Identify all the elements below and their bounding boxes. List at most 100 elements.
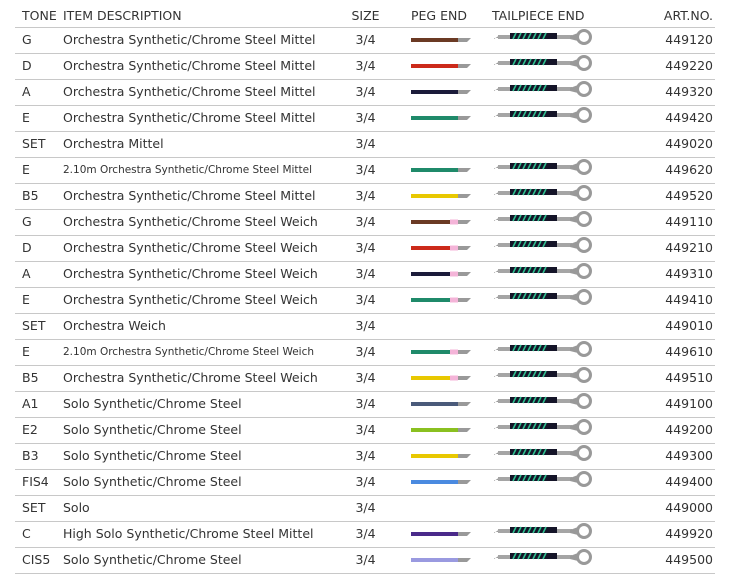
table-row: SET Solo 3/4 449000	[15, 495, 715, 522]
peg-end-icon	[411, 296, 473, 304]
peg-end-icon	[411, 270, 473, 278]
art-no: 449120	[665, 32, 713, 47]
table-row: E 2.10m Orchestra Synthetic/Chrome Steel…	[15, 157, 715, 184]
tone: C	[22, 526, 31, 541]
tailpiece-end-icon	[492, 367, 596, 389]
tone: A	[22, 84, 31, 99]
header-tone: TONE	[22, 8, 57, 23]
size: 3/4	[355, 344, 376, 359]
table-row: FIS4 Solo Synthetic/Chrome Steel 3/4 449…	[15, 469, 715, 496]
art-no: 449410	[665, 292, 713, 307]
table-row: B5 Orchestra Synthetic/Chrome Steel Weic…	[15, 365, 715, 392]
header-tailpiece-end: TAILPIECE END	[492, 8, 585, 23]
size: 3/4	[355, 240, 376, 255]
peg-end-icon	[411, 478, 473, 486]
size: 3/4	[355, 526, 376, 541]
table-row: SET Orchestra Mittel 3/4 449020	[15, 131, 715, 158]
table-row: SET Orchestra Weich 3/4 449010	[15, 313, 715, 340]
tailpiece-end-icon	[492, 159, 596, 181]
size: 3/4	[355, 214, 376, 229]
tone: G	[22, 214, 32, 229]
tone: E2	[22, 422, 38, 437]
art-no: 449500	[665, 552, 713, 567]
description: 2.10m Orchestra Synthetic/Chrome Steel W…	[63, 346, 315, 358]
tailpiece-end-icon	[492, 29, 596, 51]
size: 3/4	[355, 396, 376, 411]
art-no: 449000	[665, 500, 713, 515]
tailpiece-end-icon	[492, 471, 596, 493]
description: Orchestra Synthetic/Chrome Steel Mittel	[63, 32, 316, 47]
tone: G	[22, 32, 32, 47]
description: Orchestra Synthetic/Chrome Steel Weich	[63, 292, 318, 307]
description: Orchestra Synthetic/Chrome Steel Weich	[63, 214, 318, 229]
tone: A	[22, 266, 31, 281]
tone: FIS4	[22, 474, 49, 489]
peg-end-icon	[411, 62, 473, 70]
tone: SET	[22, 500, 46, 515]
art-no: 449310	[665, 266, 713, 281]
tailpiece-end-icon	[492, 211, 596, 233]
description: Orchestra Synthetic/Chrome Steel Mittel	[63, 110, 316, 125]
tone: CIS5	[22, 552, 51, 567]
size: 3/4	[355, 292, 376, 307]
art-no: 449510	[665, 370, 713, 385]
peg-end-icon	[411, 166, 473, 174]
description: Orchestra Synthetic/Chrome Steel Weich	[63, 266, 318, 281]
header-size: SIZE	[351, 8, 380, 23]
peg-end-icon	[411, 530, 473, 538]
table-row: CIS5 Solo Synthetic/Chrome Steel 3/4 449…	[15, 547, 715, 574]
tailpiece-end-icon	[492, 237, 596, 259]
art-no: 449610	[665, 344, 713, 359]
art-no: 449010	[665, 318, 713, 333]
tone: B5	[22, 188, 39, 203]
size: 3/4	[355, 136, 376, 151]
header-art-no: ART.NO.	[663, 8, 713, 23]
peg-end-icon	[411, 244, 473, 252]
header-peg-end: PEG END	[411, 8, 467, 23]
tailpiece-end-icon	[492, 185, 596, 207]
tone: D	[22, 240, 32, 255]
size: 3/4	[355, 84, 376, 99]
size: 3/4	[355, 32, 376, 47]
table-row: E2 Solo Synthetic/Chrome Steel 3/4 44920…	[15, 417, 715, 444]
description: Solo Synthetic/Chrome Steel	[63, 396, 242, 411]
size: 3/4	[355, 110, 376, 125]
description: 2.10m Orchestra Synthetic/Chrome Steel M…	[63, 164, 313, 176]
tone: A1	[22, 396, 39, 411]
art-no: 449220	[665, 58, 713, 73]
size: 3/4	[355, 318, 376, 333]
art-no: 449620	[665, 162, 713, 177]
tone: E	[22, 110, 30, 125]
size: 3/4	[355, 552, 376, 567]
description: Solo Synthetic/Chrome Steel	[63, 422, 242, 437]
art-no: 449520	[665, 188, 713, 203]
peg-end-icon	[411, 374, 473, 382]
size: 3/4	[355, 422, 376, 437]
size: 3/4	[355, 500, 376, 515]
peg-end-icon	[411, 218, 473, 226]
description: Orchestra Synthetic/Chrome Steel Weich	[63, 240, 318, 255]
description: High Solo Synthetic/Chrome Steel Mittel	[63, 526, 314, 541]
tone: SET	[22, 318, 46, 333]
tone: E	[22, 292, 30, 307]
table-row: A Orchestra Synthetic/Chrome Steel Weich…	[15, 261, 715, 288]
description: Solo	[63, 500, 90, 515]
table-row: E 2.10m Orchestra Synthetic/Chrome Steel…	[15, 339, 715, 366]
tailpiece-end-icon	[492, 55, 596, 77]
size: 3/4	[355, 370, 376, 385]
description: Orchestra Synthetic/Chrome Steel Weich	[63, 370, 318, 385]
description: Solo Synthetic/Chrome Steel	[63, 448, 242, 463]
tailpiece-end-icon	[492, 289, 596, 311]
tailpiece-end-icon	[492, 341, 596, 363]
peg-end-icon	[411, 452, 473, 460]
peg-end-icon	[411, 114, 473, 122]
tone: E	[22, 344, 30, 359]
tailpiece-end-icon	[492, 549, 596, 571]
peg-end-icon	[411, 426, 473, 434]
tailpiece-end-icon	[492, 263, 596, 285]
description: Orchestra Synthetic/Chrome Steel Mittel	[63, 188, 316, 203]
tone: D	[22, 58, 32, 73]
art-no: 449100	[665, 396, 713, 411]
table-row: A1 Solo Synthetic/Chrome Steel 3/4 44910…	[15, 391, 715, 418]
